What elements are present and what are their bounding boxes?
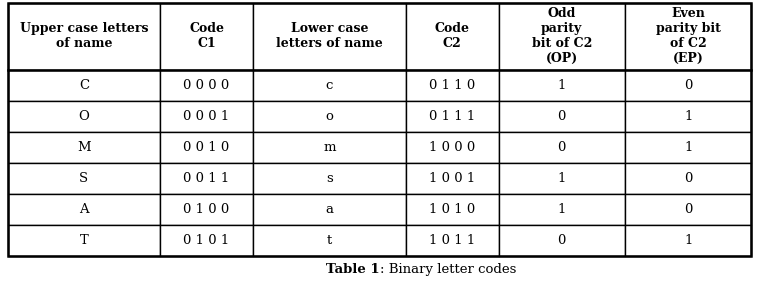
Text: 0: 0 [684, 79, 692, 92]
Bar [160, 3, 253, 70]
Bar [625, 163, 751, 194]
Text: 1: 1 [558, 203, 566, 216]
Bar [253, 3, 405, 70]
Text: 0 1 1 0: 0 1 1 0 [429, 79, 475, 92]
Text: Upper case letters
of name: Upper case letters of name [20, 22, 148, 50]
Bar [8, 163, 160, 194]
Text: a: a [326, 203, 333, 216]
Text: 0 0 1 1: 0 0 1 1 [184, 172, 230, 185]
Bar [160, 132, 253, 163]
Bar [253, 101, 405, 132]
Bar [8, 101, 160, 132]
Text: m: m [323, 141, 335, 154]
Bar [160, 163, 253, 194]
Text: A: A [79, 203, 89, 216]
Text: 1: 1 [684, 141, 692, 154]
Bar [160, 70, 253, 101]
Text: 0: 0 [558, 141, 566, 154]
Bar [253, 163, 405, 194]
Bar [499, 132, 625, 163]
Text: Code
C2: Code C2 [434, 22, 470, 50]
Bar [405, 225, 499, 256]
Text: o: o [326, 110, 333, 123]
Text: 0: 0 [684, 172, 692, 185]
Bar [405, 132, 499, 163]
Bar [253, 70, 405, 101]
Bar [8, 3, 160, 70]
Text: 1: 1 [684, 234, 692, 247]
Bar [160, 101, 253, 132]
Text: T: T [80, 234, 88, 247]
Bar [405, 3, 499, 70]
Text: 1: 1 [684, 110, 692, 123]
Bar [499, 101, 625, 132]
Bar [253, 132, 405, 163]
Bar [8, 225, 160, 256]
Text: 0 0 1 0: 0 0 1 0 [184, 141, 230, 154]
Bar [625, 132, 751, 163]
Bar [499, 3, 625, 70]
Text: 1 0 1 0: 1 0 1 0 [429, 203, 475, 216]
Text: 1: 1 [558, 79, 566, 92]
Bar [405, 163, 499, 194]
Text: 1 0 0 0: 1 0 0 0 [429, 141, 475, 154]
Text: O: O [78, 110, 90, 123]
Text: 0: 0 [684, 203, 692, 216]
Text: 0 0 0 0: 0 0 0 0 [184, 79, 230, 92]
Text: Table 1: Table 1 [326, 263, 380, 276]
Text: Even
parity bit
of C2
(EP): Even parity bit of C2 (EP) [656, 7, 720, 65]
Text: 1 0 0 1: 1 0 0 1 [429, 172, 475, 185]
Bar [625, 101, 751, 132]
Bar [499, 70, 625, 101]
Text: 0: 0 [558, 234, 566, 247]
Bar [8, 132, 160, 163]
Text: s: s [326, 172, 332, 185]
Bar [405, 70, 499, 101]
Text: 0 0 0 1: 0 0 0 1 [184, 110, 230, 123]
Bar [499, 163, 625, 194]
Text: C: C [79, 79, 89, 92]
Text: M: M [77, 141, 90, 154]
Text: 0 1 1 1: 0 1 1 1 [429, 110, 475, 123]
Text: : Binary letter codes: : Binary letter codes [380, 263, 516, 276]
Text: 1: 1 [558, 172, 566, 185]
Text: Code
C1: Code C1 [189, 22, 224, 50]
Text: 0 1 0 0: 0 1 0 0 [184, 203, 230, 216]
Text: 1 0 1 1: 1 0 1 1 [429, 234, 475, 247]
Text: S: S [79, 172, 88, 185]
Bar [160, 225, 253, 256]
Bar [499, 194, 625, 225]
Text: t: t [326, 234, 332, 247]
Text: Odd
parity
bit of C2
(OP): Odd parity bit of C2 (OP) [531, 7, 592, 65]
Bar [8, 194, 160, 225]
Text: Lower case
letters of name: Lower case letters of name [276, 22, 383, 50]
Text: 0: 0 [558, 110, 566, 123]
Text: 0 1 0 1: 0 1 0 1 [184, 234, 230, 247]
Bar [160, 194, 253, 225]
Bar [625, 70, 751, 101]
Text: c: c [326, 79, 333, 92]
Bar [8, 70, 160, 101]
Bar [405, 194, 499, 225]
Bar [253, 225, 405, 256]
Bar [499, 225, 625, 256]
Bar [625, 225, 751, 256]
Bar [625, 3, 751, 70]
Bar [253, 194, 405, 225]
Bar [625, 194, 751, 225]
Bar [405, 101, 499, 132]
